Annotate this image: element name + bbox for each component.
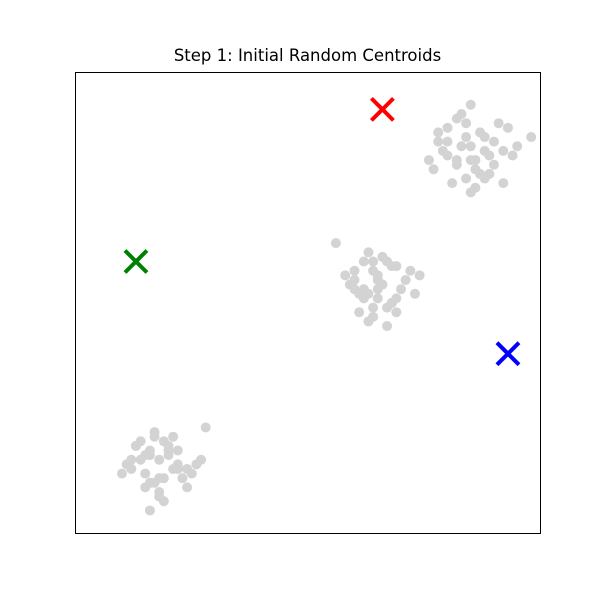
data-point [493,118,504,129]
data-point [172,445,183,456]
data-point [330,238,341,249]
centroid-marker [123,249,149,274]
data-point [168,431,179,442]
data-point [465,141,476,152]
data-points-layer [117,99,537,516]
data-point [442,150,453,161]
data-point [489,159,499,170]
centroids-layer [123,96,521,367]
data-point [368,265,379,276]
data-point [144,477,155,488]
data-point [149,431,160,442]
data-point [465,155,476,166]
data-point [368,256,379,267]
data-point [382,256,393,267]
data-point [140,468,151,479]
data-point [349,265,360,276]
data-point [451,113,462,124]
data-point [461,118,472,129]
data-point [451,159,462,170]
data-point [163,440,174,451]
centroid-marker [495,341,521,367]
data-point [442,122,453,133]
data-point [442,136,453,147]
data-point [358,256,369,267]
data-point [461,132,472,143]
data-point [396,284,406,295]
data-point [154,454,165,465]
data-point [479,145,490,156]
data-point [489,136,499,147]
data-point [475,168,486,179]
data-point [526,132,537,143]
data-point [507,150,518,161]
data-point [140,450,151,461]
data-point [186,468,197,479]
data-point [196,454,207,465]
data-point [377,279,388,290]
data-point [433,136,444,147]
centroid-marker [369,96,395,122]
plot-frame [75,72,541,534]
data-point [386,298,397,308]
data-point [512,141,523,152]
data-point [382,321,393,332]
data-point [158,496,169,507]
data-point [154,473,165,484]
data-point [414,270,425,281]
data-point [423,155,434,166]
data-point [163,450,174,461]
data-point [340,270,351,281]
data-point [470,182,481,193]
data-point [144,505,155,516]
data-point [130,440,141,451]
data-point [363,316,374,327]
data-point [475,127,486,138]
data-point [391,307,402,318]
data-point [182,482,193,493]
data-point [368,302,379,313]
data-point [391,261,402,272]
data-point [465,99,476,110]
data-point [354,307,365,318]
data-point [498,178,509,189]
data-point [363,247,374,258]
data-point [428,164,439,175]
data-point [447,178,458,189]
data-point [405,265,416,276]
data-point [409,288,420,299]
data-point [461,173,472,184]
data-point [433,127,444,138]
data-point [117,468,127,479]
data-point [498,145,509,156]
data-point [177,473,188,484]
data-point [172,463,183,474]
data-point [126,454,137,465]
data-point [456,141,467,152]
chart-title: Step 1: Initial Random Centroids [173,46,442,65]
data-point [349,284,360,295]
data-point [502,122,513,133]
data-point [400,274,411,285]
data-point [200,422,211,433]
data-point [372,293,383,304]
